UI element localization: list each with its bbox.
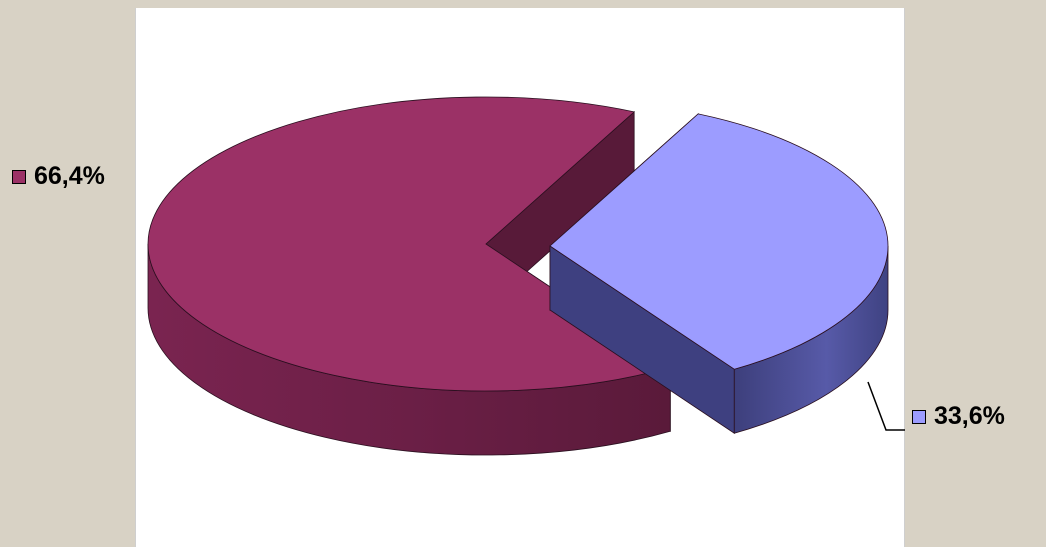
data-label-66-4-text: 66,4% [34,162,105,190]
swatch-33-6 [912,409,926,424]
swatch-66-4 [12,169,26,184]
slice-top-face [147,96,672,392]
data-label-33-6: 33,6% [912,402,1005,431]
pie-slice-66-4 [147,96,672,456]
slice-top-face [549,113,889,370]
pie-slice-33-6 [549,112,889,434]
data-label-33-6-text: 33,6% [934,402,1005,430]
leader-line [867,381,905,431]
data-label-66-4: 66,4% [12,162,105,191]
